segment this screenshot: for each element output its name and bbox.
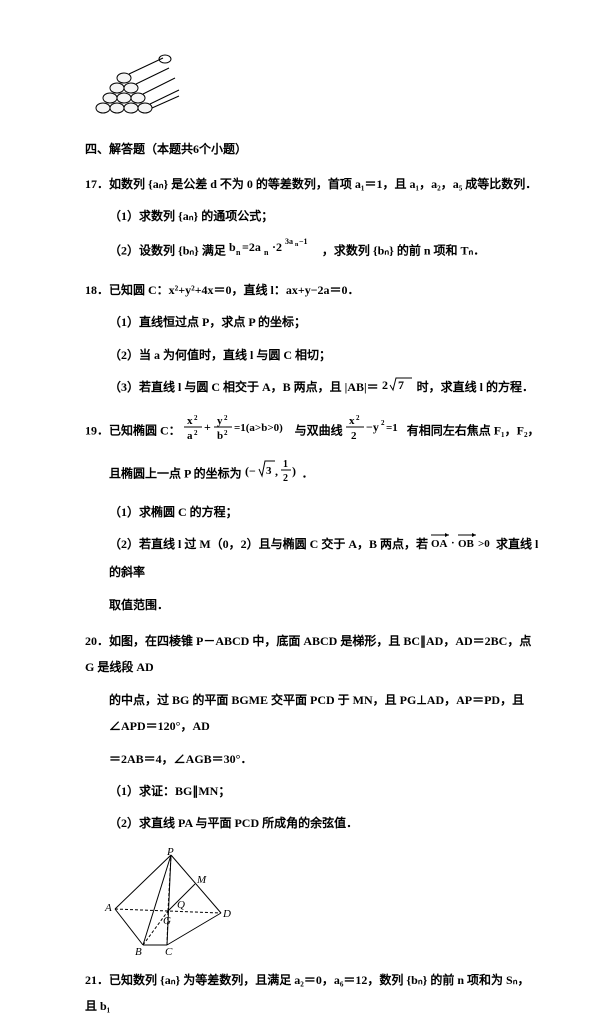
q20-stem-line2: 的中点，过 BG 的平面 BGME 交平面 PCD 于 MN，且 PG⊥AD，A… [109,687,540,740]
svg-text:(−: (− [245,464,256,478]
q19-point: (− 3 , 1 2 ) [245,457,299,492]
svg-text:1: 1 [283,459,288,470]
q19-line2: 且椭圆上一点 P 的坐标为 (− 3 , 1 2 ) ． [109,457,540,492]
svg-text:n: n [236,248,241,257]
svg-text:M: M [196,874,207,886]
q19-sub2: （2）若直线 l 过 M（0，2）且与椭圆 C 交于 A，B 两点，若 OA ·… [109,531,540,585]
svg-text:3a: 3a [285,237,293,246]
top-figure-log-pile [85,50,540,120]
svg-text:=1: =1 [386,422,398,434]
q20-sub2: （2）求直线 PA 与平面 PCD 所成角的余弦值． [109,810,540,836]
q19-vectors: OA · OB >0 [431,532,493,559]
svg-text:x: x [349,415,355,427]
q19-line2-suffix: ． [302,467,314,481]
svg-text:b: b [229,240,236,254]
svg-text:−1: −1 [299,237,308,246]
svg-text:2: 2 [351,430,357,442]
q18-stem: 18．已知圆 C：x²+y²+4x＝0，直线 l：ax+y−2a＝0． [85,277,540,303]
q19-line2-prefix: 且椭圆上一点 P 的坐标为 [109,467,245,481]
q18-sub3-suffix: 时，求直线 l 的方程． [417,380,534,394]
q17-sub2-prefix: （2）设数列 {bₙ} 满足 [109,243,229,257]
svg-text:B: B [135,946,142,957]
q19-ellipse-eq: x 2 a 2 + y 2 b 2 =1(a>b>0) [184,412,292,451]
svg-text:·: · [451,537,455,549]
svg-text:x: x [187,415,193,427]
page: 四、解答题（本题共6个小题） 17．如数列 {aₙ} 是公差 d 不为 0 的等… [0,0,595,842]
svg-text:y: y [217,415,223,427]
svg-text:·2: ·2 [272,240,282,254]
q17-sub2-suffix: ，求数列 {bₙ} 的前 n 项和 Tₙ． [322,243,485,257]
section-heading: 四、解答题（本题共6个小题） [85,138,540,161]
q19-sub2-cont: 取值范围． [109,592,540,618]
q19-prefix: 19．已知椭圆 C： [85,424,181,438]
svg-text:+: + [204,420,211,434]
svg-text:2: 2 [194,429,198,437]
q19-suffix: 有相同左右焦点 F₁，F₂， [407,424,540,438]
svg-text:): ) [292,464,296,478]
q21-stem: 21．已知数列 {aₙ} 为等差数列，且满足 a₂＝0，a₆＝12，数列 {bₙ… [85,967,540,1019]
svg-text:=1(a>b>0): =1(a>b>0) [234,422,283,434]
svg-text:C: C [165,946,173,957]
q17-stem: 17．如数列 {aₙ} 是公差 d 不为 0 的等差数列，首项 a₁＝1，且 a… [85,171,540,197]
q19-hyper-eq: x 2 2 −y 2 =1 [346,412,404,451]
q18-sub1: （1）直线恒过点 P，求点 P 的坐标； [109,309,540,335]
svg-text:2: 2 [382,378,388,392]
q18-sub3-prefix: （3）若直线 l 与圆 C 相交于 A，B 两点，且 |AB|＝ [109,380,379,394]
q17-formula: b n =2a n ·2 3a n −1 [229,236,319,267]
svg-text:G: G [163,915,171,927]
svg-text:=2a: =2a [242,240,261,254]
svg-text:OA: OA [431,538,448,550]
q20-stem-line3: ＝2AB＝4，∠AGB＝30°． [109,746,540,772]
q18-sqrt: 2 7 [382,375,414,402]
q19-mid: 与双曲线 [295,424,346,438]
svg-text:a: a [187,430,193,442]
svg-text:2: 2 [224,429,228,437]
svg-text:Q: Q [177,899,185,911]
svg-text:P: P [166,847,174,858]
svg-text:,: , [275,464,278,478]
q19-sub2-prefix: （2）若直线 l 过 M（0，2）且与椭圆 C 交于 A，B 两点，若 [109,537,431,551]
svg-text:OB: OB [458,538,475,550]
svg-text:7: 7 [398,378,404,392]
svg-text:2: 2 [381,419,385,427]
q19-sub1: （1）求椭圆 C 的方程； [109,499,540,525]
svg-text:b: b [217,430,223,442]
svg-text:−y: −y [366,420,379,434]
svg-text:A: A [104,902,112,914]
q20-figure-pyramid: P M D Q G C B A [103,847,540,957]
q19-stem: 19．已知椭圆 C： x 2 a 2 + y 2 b 2 =1(a>b>0) 与… [85,412,540,451]
q17-sub2: （2）设数列 {bₙ} 满足 b n =2a n ·2 3a n −1 ，求数列… [109,236,540,267]
svg-text:2: 2 [224,414,228,422]
svg-text:D: D [222,908,231,920]
q20-sub1: （1）求证：BG∥MN； [109,778,540,804]
svg-text:>0: >0 [478,538,490,550]
svg-text:n: n [264,248,269,257]
q18-sub2: （2）当 a 为何值时，直线 l 与圆 C 相切； [109,342,540,368]
q20-stem-line1: 20．如图，在四棱锥 P－ABCD 中，底面 ABCD 是梯形，且 BC∥AD，… [85,628,540,681]
svg-text:2: 2 [283,473,288,483]
svg-text:3: 3 [266,465,272,477]
svg-text:2: 2 [194,414,198,422]
q17-sub1: （1）求数列 {aₙ} 的通项公式； [109,203,540,229]
q18-sub3: （3）若直线 l 与圆 C 相交于 A，B 两点，且 |AB|＝ 2 7 时，求… [109,374,540,402]
svg-text:2: 2 [356,414,360,422]
log-pile-icon [85,50,185,120]
